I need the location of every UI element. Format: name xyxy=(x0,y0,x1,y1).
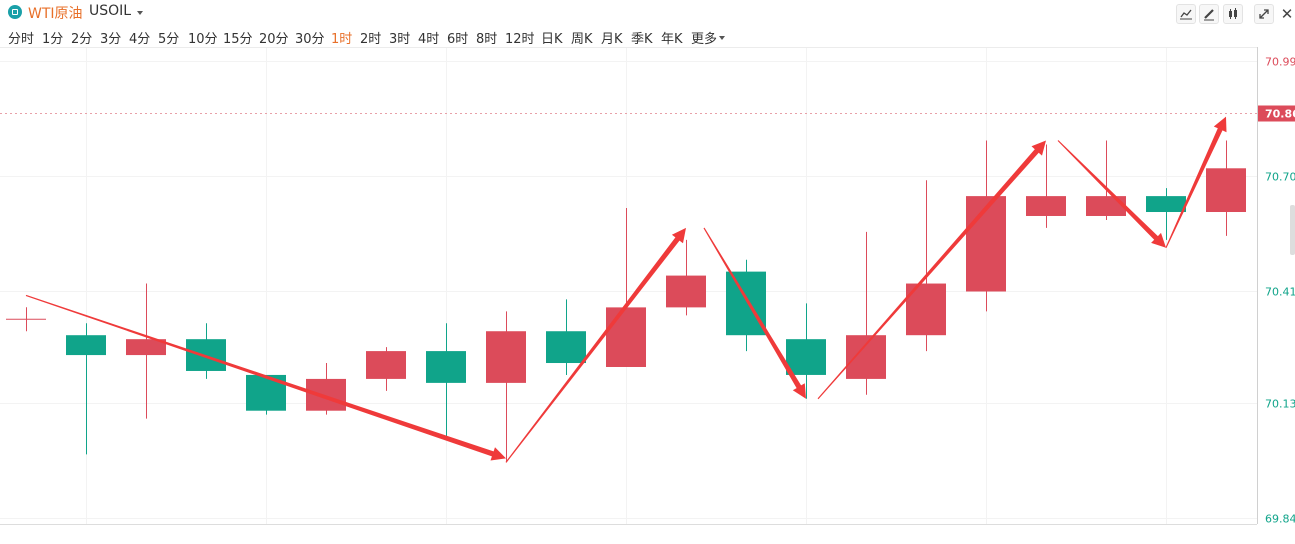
y-tick-label: 70.70 xyxy=(1265,171,1295,184)
candlestick-glyph xyxy=(1229,8,1237,19)
more-caret-icon[interactable] xyxy=(719,36,725,40)
candle-body xyxy=(1146,196,1186,213)
period-tab[interactable]: 分时 xyxy=(8,32,35,47)
candle-body xyxy=(366,351,406,379)
candle-body xyxy=(306,378,346,411)
period-tab[interactable]: 4时 xyxy=(418,32,440,47)
period-tab[interactable]: 20分 xyxy=(259,32,289,47)
candle-body xyxy=(1206,168,1246,213)
edit-icon[interactable] xyxy=(1199,4,1219,24)
y-tick-label: 70.41 xyxy=(1265,286,1295,299)
trend-arrow xyxy=(505,227,686,463)
period-tab[interactable]: 2时 xyxy=(360,32,382,47)
period-tab[interactable]: 周K xyxy=(571,32,593,47)
expand-icon[interactable] xyxy=(1254,4,1274,24)
trend-arrow xyxy=(817,140,1046,400)
candle-body xyxy=(1086,196,1126,216)
y-tick-label: 70.13 xyxy=(1265,398,1295,411)
period-tab[interactable]: 日K xyxy=(541,32,563,47)
symbol-name[interactable]: WTI原油 xyxy=(28,6,83,22)
chart-header: WTI原油 USOIL ✕ xyxy=(0,0,1295,26)
expand-glyph xyxy=(1259,9,1269,19)
period-tab[interactable]: 15分 xyxy=(223,32,253,47)
period-tab[interactable]: 2分 xyxy=(71,32,93,47)
candlestick-icon[interactable] xyxy=(1223,4,1243,24)
scrollbar-thumb xyxy=(1290,205,1295,255)
y-tick-label: 69.84 xyxy=(1265,513,1295,526)
y-tick-label: 70.99 xyxy=(1265,56,1295,69)
period-tab[interactable]: 年K xyxy=(661,32,683,47)
trend-arrow xyxy=(1165,116,1227,248)
current-price-badge xyxy=(1258,105,1295,122)
candle-body xyxy=(66,335,106,356)
close-icon[interactable]: ✕ xyxy=(1280,5,1294,23)
candle-body xyxy=(186,339,226,371)
symbol-code[interactable]: USOIL xyxy=(89,3,132,19)
period-tab[interactable]: 4分 xyxy=(129,32,151,47)
trend-arrow xyxy=(25,294,507,461)
candle-body xyxy=(426,351,466,383)
period-tab[interactable]: 30分 xyxy=(295,32,325,47)
period-tab[interactable]: 1时 xyxy=(331,32,353,47)
period-tab[interactable]: 5分 xyxy=(158,32,180,47)
period-tabs: 分时 1分 2分 3分 4分 5分 10分 15分 20分 30分 1时 2时 3时 4时 6时 8时 12时日… xyxy=(0,27,1295,47)
edit-glyph xyxy=(1204,9,1214,21)
symbol-icon xyxy=(8,5,22,19)
candle-body xyxy=(1026,196,1066,216)
candle-body xyxy=(786,339,826,375)
period-tab[interactable]: 3分 xyxy=(100,32,122,47)
current-price-label: 70.86 xyxy=(1265,108,1295,121)
period-tab[interactable]: 12时 xyxy=(505,32,535,47)
candle-body xyxy=(726,271,766,336)
period-tab[interactable]: 6时 xyxy=(447,32,469,47)
period-tab[interactable]: 月K xyxy=(601,32,623,47)
dropdown-caret-icon[interactable] xyxy=(137,11,143,15)
period-tab[interactable]: 更多 xyxy=(691,32,718,47)
candle-body xyxy=(966,196,1006,292)
candle-body xyxy=(846,335,886,379)
trend-arrow xyxy=(703,227,806,399)
candle-body xyxy=(546,331,586,364)
candle-body xyxy=(486,331,526,383)
period-tab[interactable]: 10分 xyxy=(188,32,218,47)
candle-body xyxy=(606,307,646,367)
candle-body xyxy=(666,275,706,308)
period-tab[interactable]: 3时 xyxy=(389,32,411,47)
trend-arrow xyxy=(1057,140,1166,248)
line-tool-glyph xyxy=(1180,9,1192,20)
period-tab[interactable]: 季K xyxy=(631,32,653,47)
candle-body xyxy=(126,339,166,356)
period-tab[interactable]: 8时 xyxy=(476,32,498,47)
period-tab[interactable]: 1分 xyxy=(42,32,64,47)
line-tool-icon[interactable] xyxy=(1176,4,1196,24)
